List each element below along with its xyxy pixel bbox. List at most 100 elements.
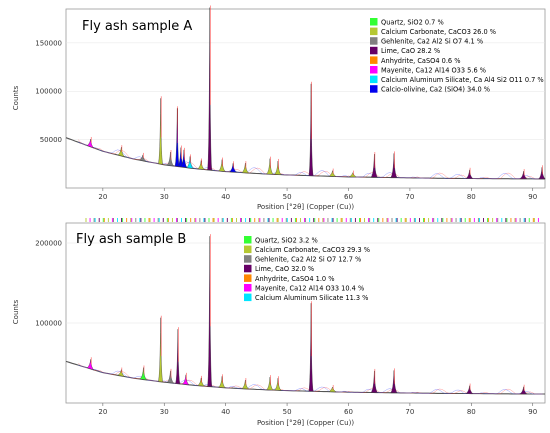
peak	[390, 153, 398, 178]
x-tick-label: 70	[405, 193, 414, 201]
peak	[157, 317, 164, 383]
x-tick-label: 20	[98, 193, 107, 201]
peak	[218, 159, 227, 172]
peak	[207, 236, 213, 387]
x-axis-label: Position [°2θ] (Copper (Cu))	[257, 419, 354, 427]
peak	[175, 329, 181, 385]
legend-swatch	[370, 37, 378, 45]
peak	[180, 149, 188, 168]
peak	[328, 170, 337, 177]
x-tick-label: 30	[160, 408, 169, 416]
peak	[166, 370, 175, 384]
x-tick-label: 60	[344, 193, 353, 201]
peak	[308, 83, 314, 176]
peak	[308, 303, 314, 392]
peak	[86, 138, 95, 149]
plot-area	[65, 8, 546, 189]
legend-swatch	[244, 264, 252, 273]
y-tick-label: 50000	[40, 136, 62, 144]
peak	[370, 154, 379, 178]
peak	[519, 386, 528, 395]
peak	[117, 369, 125, 377]
legend-swatch	[370, 66, 378, 74]
legend: Quartz, SiO2 0.7 % Calcium Carbonate, CaC…	[370, 18, 544, 94]
x-tick-label: 30	[160, 193, 169, 201]
peak	[181, 374, 190, 386]
legend-swatch	[244, 274, 252, 282]
x-tick-label: 90	[528, 193, 537, 201]
legend-swatch	[370, 75, 378, 84]
peak	[390, 370, 398, 393]
peak	[265, 158, 274, 175]
x-tick-label: 40	[221, 408, 230, 416]
chart-title: Fly ash sample B	[76, 232, 186, 247]
legend-swatch	[370, 18, 378, 26]
peak	[265, 377, 274, 391]
y-tick-label: 200000	[35, 240, 62, 248]
legend-swatch	[244, 293, 252, 302]
reference-line-strip	[85, 218, 539, 222]
x-tick-label: 50	[283, 408, 292, 416]
peak	[241, 379, 250, 390]
legend-entry: Gehlenite, Ca2 Al2 Si O7 4.1 %	[381, 38, 483, 46]
legend-entry: Lime, CaO 28.2 %	[381, 47, 440, 55]
legend-entry: Anhydrite, CaSO4 1.0 %	[255, 275, 335, 283]
legend-swatch	[370, 27, 378, 36]
peak	[166, 151, 174, 167]
peak	[328, 386, 337, 393]
legend-swatch	[244, 245, 252, 254]
x-tick-label: 80	[467, 408, 476, 416]
legend-entry: Mayenite, Ca12 Al14 O33 5.6 %	[381, 66, 486, 74]
peak	[241, 163, 250, 174]
x-tick-label: 60	[344, 408, 353, 416]
legend-entry: Calcio-olivine, Ca2 (SiO4) 34.0 %	[381, 86, 490, 94]
peak	[348, 172, 357, 178]
peak	[138, 154, 147, 162]
legend-entry: Calcium Aluminum Silicate, Ca Al4 Si2 O1…	[381, 76, 544, 84]
y-tick-label: 150000	[35, 39, 62, 47]
legend-entry: Calcium Carbonate, CaCO3 29.3 %	[255, 246, 370, 254]
panel-1: 50000 100000 150000 20 30 40 50 60 70 80 90 Fly ash…	[12, 5, 546, 211]
peak	[229, 163, 237, 173]
y-tick-label: 100000	[35, 320, 62, 328]
legend: Quartz, SiO2 3.2 % Calcium Carbonate, CaC…	[244, 236, 370, 302]
legend-swatch	[244, 255, 252, 263]
x-tick-label: 20	[98, 408, 107, 416]
peak	[186, 156, 194, 169]
legend-entry: Mayenite, Ca12 Al14 O33 10.4 %	[255, 284, 364, 292]
x-tick-label: 90	[528, 408, 537, 416]
peak	[465, 385, 474, 394]
peak	[117, 147, 125, 157]
legend-swatch	[244, 284, 252, 292]
legend-entry: Quartz, SiO2 3.2 %	[255, 236, 318, 244]
peak	[207, 7, 213, 171]
peak	[273, 160, 282, 175]
panel-2: 100000 200000 20 30 40 50 60 70 80 90 Fly ash samp…	[12, 218, 546, 427]
peak	[157, 98, 164, 165]
legend-entry: Lime, CaO 32.0 %	[255, 265, 314, 273]
y-tick-label: 100000	[35, 88, 62, 96]
legend-swatch	[370, 85, 378, 93]
y-axis-label: Counts	[12, 85, 20, 110]
legend-entry: Anhydrite, CaSO4 0.6 %	[381, 57, 461, 65]
legend-swatch	[370, 46, 378, 55]
y-axis-label: Counts	[12, 299, 20, 324]
x-tick-label: 70	[405, 408, 414, 416]
legend-entry: Quartz, SiO2 0.7 %	[381, 18, 444, 26]
x-axis-label: Position [°2θ] (Copper (Cu))	[257, 203, 354, 211]
peak	[86, 359, 95, 371]
x-tick-label: 40	[221, 193, 230, 201]
peak	[538, 167, 546, 180]
peak	[218, 376, 227, 389]
plot-area	[65, 222, 546, 404]
peak	[465, 169, 474, 179]
peak	[139, 367, 147, 381]
x-tick-label: 50	[283, 193, 292, 201]
peak	[197, 160, 206, 170]
legend-swatch	[244, 236, 252, 244]
legend-entry: Calcium Carbonate, CaCO3 26.0 %	[381, 28, 496, 36]
peak	[519, 171, 528, 179]
legend-entry: Gehlenite, Ca2 Al2 Si O7 12.7 %	[255, 256, 361, 264]
peak	[273, 378, 282, 391]
